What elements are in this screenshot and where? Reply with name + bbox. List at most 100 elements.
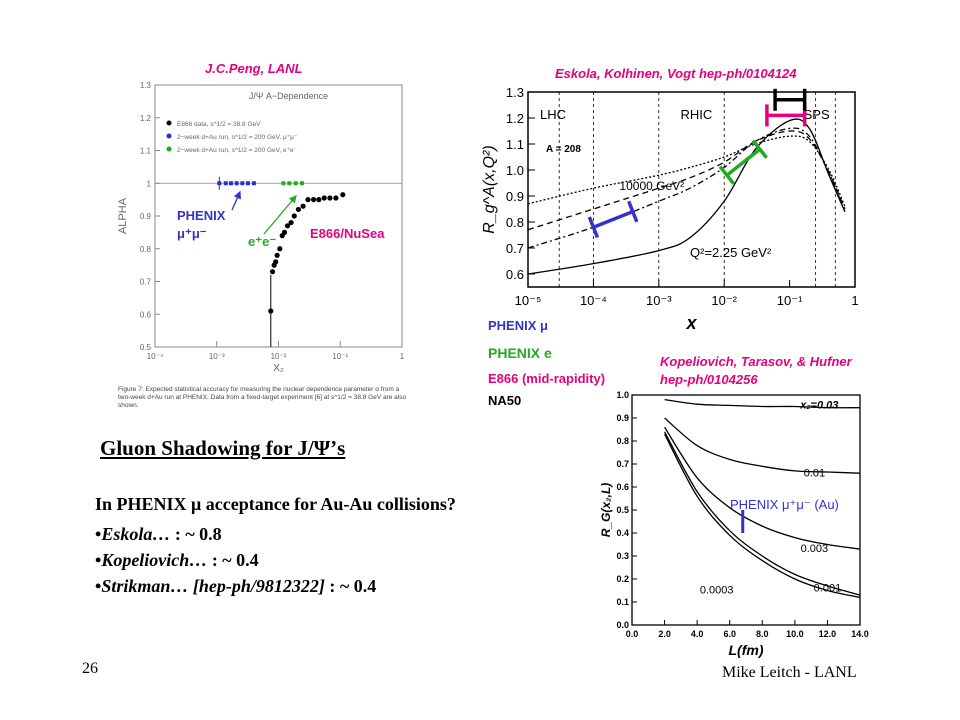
overlay-range — [592, 209, 634, 229]
left-chart-marks — [217, 176, 346, 347]
annotation-sps: SPS — [804, 107, 830, 122]
bottom-chart: 0.0 0.1 0.2 0.3 0.4 0.5 0.6 0.7 0.8 0.9 1.0 0.0 2.0 4… — [600, 390, 869, 658]
data-point — [245, 181, 250, 186]
y-tick-label: 0.6 — [506, 267, 524, 282]
data-point — [321, 195, 327, 201]
y-tick-label: 1 — [147, 179, 152, 188]
annotation-q2-high: 10000 GeV² — [619, 179, 684, 193]
legend-marker — [166, 133, 172, 139]
x-axis-label: x — [685, 313, 697, 332]
bullet-value: : ~ 0.8 — [170, 524, 222, 544]
bottom-credit-2: hep-ph/0104256 — [660, 372, 758, 387]
left-credit: J.C.Peng, LANL — [205, 61, 303, 76]
series-label: 0.01 — [804, 467, 825, 479]
y-tick-label: 0.8 — [140, 245, 152, 254]
overlay-cap — [718, 165, 736, 185]
data-point — [240, 181, 245, 186]
data-point — [269, 269, 276, 275]
y-tick-label: 0.7 — [140, 278, 152, 287]
bullet-name: Strikman… [hep-ph/9812322] — [101, 576, 325, 596]
y-tick-label: 0.3 — [616, 551, 629, 561]
data-point — [295, 206, 301, 213]
plot-frame — [527, 91, 856, 288]
series-line — [664, 426, 861, 550]
left-chart-frame: 0.5 0.6 0.7 0.8 0.9 1 1.1 1.2 1.3 10⁻⁴ 10⁻³ 10⁻² 10⁻… — [117, 81, 405, 374]
y-tick-label: 0.5 — [616, 505, 629, 515]
y-tick-label: 0.8 — [616, 436, 629, 446]
overlay-cap — [751, 139, 768, 159]
bottom-credit-1: Kopeliovich, Tarasov, & Hufner — [660, 354, 852, 369]
legend-entry: 2−week d+Au run, s^1/2 = 200 GeV, e⁺e⁻ — [177, 147, 298, 154]
left-label-mumu: μ⁺μ⁻ — [177, 226, 207, 241]
series-line — [664, 417, 861, 474]
bottom-chart-frame: 0.0 0.1 0.2 0.3 0.4 0.5 0.6 0.7 0.8 0.9 1.0 0.0 2.0 4… — [600, 390, 869, 658]
y-tick-label: 0.9 — [616, 413, 629, 423]
right-chart-frame: 0.6 0.7 0.8 0.9 1.0 1.1 1.2 1.3 10⁻⁵ 10⁻⁴ 10⁻³ 10⁻²… — [481, 85, 859, 332]
x-axis-label: L(fm) — [729, 642, 764, 658]
annotation-a: A = 208 — [546, 144, 581, 155]
legend-marker — [166, 120, 172, 126]
bullet-list: •Eskola… : ~ 0.8 •Kopeliovich… : ~ 0.4 •… — [95, 521, 376, 599]
bullet-item: •Eskola… : ~ 0.8 — [95, 524, 222, 544]
data-point — [281, 181, 286, 186]
y-tick-label: 0.9 — [140, 212, 152, 221]
left-caption: Figure 7: Expected statistical accuracy … — [118, 386, 407, 409]
x-tick-label: 1 — [400, 352, 405, 361]
left-chart-legend: E866 data, s^1/2 = 38.8 GeV 2−week d+Au r… — [166, 120, 298, 154]
left-label-phenix: PHENIX — [177, 208, 226, 223]
left-chart: 0.5 0.6 0.7 0.8 0.9 1 1.1 1.2 1.3 10⁻⁴ 10⁻³ 10⁻² 10⁻… — [117, 81, 405, 374]
legend-e866: E866 (mid-rapidity) — [488, 371, 606, 386]
bullet-value: : ~ 0.4 — [324, 576, 377, 596]
series-label: 0.0003 — [700, 585, 734, 597]
annotation-lhc: LHC — [540, 107, 566, 122]
legend-phenix-mu: PHENIX μ — [488, 318, 548, 333]
series-line — [527, 118, 846, 275]
x-tick-label: 10⁻³ — [209, 352, 225, 361]
annotation-rhic: RHIC — [680, 107, 712, 122]
y-tick-label: 0.1 — [616, 597, 629, 607]
series-line — [664, 398, 861, 409]
bullet-item: •Kopeliovich… : ~ 0.4 — [95, 550, 259, 570]
y-tick-label: 1.3 — [140, 81, 152, 90]
series-line — [664, 431, 861, 596]
annotation-q2-low: Q²=2.25 GeV² — [690, 245, 772, 260]
y-tick-label: 1.1 — [506, 137, 524, 152]
x-tick-label: 10⁻⁴ — [580, 293, 607, 308]
x-tick-label: 6.0 — [723, 629, 736, 639]
arrow-phenix-mu — [231, 190, 241, 211]
data-point — [281, 229, 288, 235]
y-tick-label: 0.7 — [506, 241, 524, 256]
lead-text: In PHENIX μ acceptance for Au-Au collisi… — [95, 494, 456, 514]
data-point — [333, 195, 339, 201]
x-tick-label: 10.0 — [786, 629, 804, 639]
y-tick-label: 0.9 — [506, 189, 524, 204]
x-tick-label: 10⁻¹ — [332, 352, 348, 361]
x-tick-label: 10⁻² — [271, 352, 287, 361]
y-axis-label: R_G(x₂,L) — [600, 483, 613, 538]
left-label-e866: E866/NuSea — [310, 226, 385, 241]
y-axis-label: ALPHA — [117, 197, 129, 234]
bullet-name: Eskola… — [101, 524, 171, 544]
right-chart-overlays — [587, 88, 807, 239]
data-point — [287, 181, 292, 186]
x-tick-label: 10⁻² — [711, 293, 737, 308]
y-tick-label: 1.2 — [140, 114, 152, 123]
y-tick-label: 1.2 — [506, 111, 524, 126]
series-line — [527, 127, 846, 249]
x-tick-label: 10⁻⁵ — [515, 293, 542, 308]
bottom-chart-curves: x₂=0.03 0.01 0.003 0.001 0.0003 — [664, 398, 861, 599]
right-credit: Eskola, Kolhinen, Vogt hep-ph/0104124 — [555, 66, 797, 81]
legend-marker — [166, 146, 172, 152]
x-axis-label: X₂ — [273, 363, 284, 374]
x-tick-label: 1 — [851, 293, 858, 308]
y-tick-label: 0.8 — [506, 215, 524, 230]
arrow-phenix-e — [263, 195, 297, 235]
y-tick-label: 1.0 — [506, 163, 524, 178]
right-chart-curves — [527, 118, 846, 275]
data-point — [223, 181, 228, 186]
y-tick-label: 0.7 — [616, 459, 629, 469]
data-point — [310, 197, 317, 203]
data-point — [288, 219, 294, 226]
legend-entry: E866 data, s^1/2 = 38.8 GeV — [177, 121, 261, 128]
